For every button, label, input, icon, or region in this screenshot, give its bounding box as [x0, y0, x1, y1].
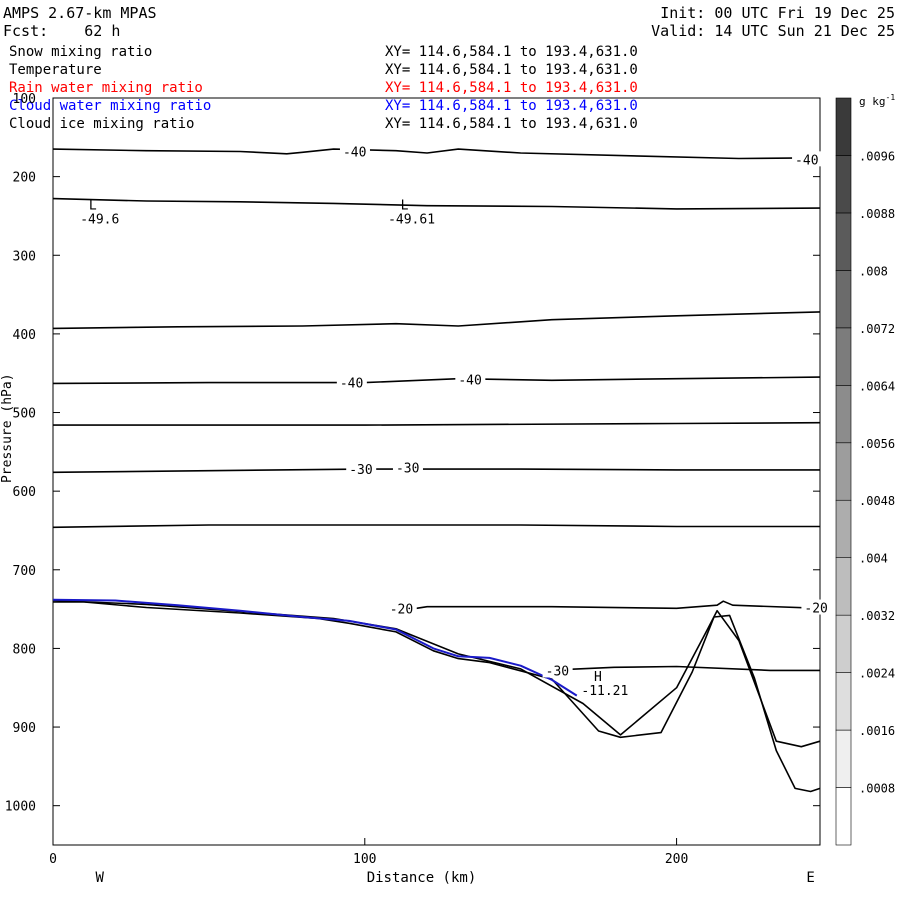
contour-label-bg: [386, 600, 417, 616]
colorbar-tick-label: .0024: [859, 667, 895, 681]
contour-label-bg: [336, 374, 367, 390]
contour-label-bg: [392, 459, 423, 475]
model-title: AMPS 2.67-km MPAS: [3, 4, 157, 22]
isotherm-2-line: [52, 197, 821, 210]
x-tick-label: 100: [353, 852, 376, 867]
colorbar-swatch: [835, 614, 852, 673]
extremum-mark: L: [401, 198, 409, 213]
colorbar-swatch: [835, 97, 852, 156]
extremum-mark: L: [89, 198, 97, 213]
y-axis-label: Pressure (hPa): [0, 373, 15, 483]
contour-label: -40: [343, 145, 366, 160]
field-xy-range: XY= 114.6,584.1 to 193.4,631.0: [385, 116, 638, 132]
field-name: Snow mixing ratio: [9, 44, 153, 60]
colorbar-swatch: [835, 155, 852, 214]
extremum-value: -49.61: [388, 212, 435, 227]
isotherm-7-line: [52, 524, 820, 529]
colorbar-tick-label: .0056: [859, 437, 895, 451]
colorbar-tick-label: .0088: [859, 207, 895, 221]
x-right-label: E: [806, 870, 814, 886]
forecast-hour: Fcst: 62 h: [3, 22, 121, 40]
colorbar-swatch: [835, 212, 852, 271]
field-name: Rain water mixing ratio: [9, 80, 203, 96]
colorbar-swatch: [835, 557, 852, 616]
isotherm-1-line: [52, 148, 821, 160]
colorbar-swatch: [835, 385, 852, 444]
field-name: Temperature: [9, 62, 102, 78]
isotherm-9-line: [561, 665, 820, 672]
extremum-mark: H: [594, 670, 602, 685]
contour-label: -20: [804, 602, 827, 617]
contour-label-bg: [792, 151, 823, 167]
colorbar-tick-label: .0048: [859, 494, 895, 508]
colorbar-tick-label: .0016: [859, 724, 895, 738]
terrain-line: [53, 601, 821, 793]
colorbar-unit: g kg-1: [859, 93, 895, 108]
contour-label-bg: [346, 461, 377, 477]
contour-label: -40: [340, 377, 363, 392]
field-name: Cloud water mixing ratio: [9, 98, 212, 114]
extremum-value: -49.6: [80, 212, 119, 227]
x-tick-label: 200: [665, 852, 688, 867]
y-tick-label: 800: [13, 642, 36, 657]
contour-label: -40: [795, 153, 818, 168]
colorbar-tick-label: .0096: [859, 149, 895, 163]
extremum-value: -11.21: [581, 684, 628, 699]
y-tick-label: 900: [13, 721, 36, 736]
colorbar-tick-label: .0072: [859, 322, 895, 336]
isotherm-3-line: [52, 311, 821, 330]
colorbar-swatch: [835, 327, 852, 386]
x-axis-label: Distance (km): [367, 870, 477, 886]
y-tick-label: 1000: [5, 800, 36, 815]
isotherm-4-line: [52, 376, 821, 385]
init-time: Init: 00 UTC Fri 19 Dec 25: [660, 4, 895, 22]
colorbar-swatch: [835, 499, 852, 558]
field-xy-range: XY= 114.6,584.1 to 193.4,631.0: [385, 80, 638, 96]
y-tick-label: 100: [13, 92, 36, 107]
colorbar-swatch: [835, 787, 852, 846]
colorbar-swatch: [835, 672, 852, 731]
colorbar-tick-label: .0008: [859, 782, 895, 796]
colorbar-unit-exponent: -1: [886, 93, 896, 102]
isotherm-6-line: [52, 468, 820, 474]
contour-label: -30: [396, 462, 419, 477]
colorbar-tick-label: .008: [859, 264, 888, 278]
colorbar-swatch: [835, 442, 852, 501]
colorbar-swatch: [835, 270, 852, 329]
y-tick-label: 200: [13, 171, 36, 186]
y-tick-label: 300: [13, 249, 36, 264]
colorbar-swatch: [835, 729, 852, 788]
isotherm-8-line: [395, 600, 821, 613]
colorbar-tick-label: .0064: [859, 379, 895, 393]
field-xy-range: XY= 114.6,584.1 to 193.4,631.0: [385, 44, 638, 60]
field-name: Cloud ice mixing ratio: [9, 116, 195, 132]
contour-label: -30: [349, 463, 372, 478]
y-tick-label: 400: [13, 328, 36, 343]
y-tick-label: 600: [13, 485, 36, 500]
x-left-label: W: [96, 870, 105, 886]
field-xy-range: XY= 114.6,584.1 to 193.4,631.0: [385, 98, 638, 114]
terrain-2-line: [52, 599, 821, 748]
y-tick-label: 700: [13, 564, 36, 579]
y-tick-label: 500: [13, 407, 36, 422]
contour-label: -30: [546, 664, 569, 679]
field-xy-range: XY= 114.6,584.1 to 193.4,631.0: [385, 62, 638, 78]
contour-label-bg: [542, 662, 573, 678]
colorbar-tick-label: .0032: [859, 609, 895, 623]
valid-time: Valid: 14 UTC Sun 21 Dec 25: [651, 22, 895, 40]
contour-label: -40: [458, 374, 481, 389]
cloud-water-line: [52, 598, 578, 697]
x-tick-label: 0: [49, 852, 57, 867]
contour-label-bg: [801, 599, 832, 615]
colorbar-tick-label: .004: [859, 552, 888, 566]
isotherm-5-line: [53, 421, 821, 426]
contour-label: -20: [390, 602, 413, 617]
contour-label-bg: [339, 143, 370, 159]
contour-label-bg: [455, 371, 486, 387]
